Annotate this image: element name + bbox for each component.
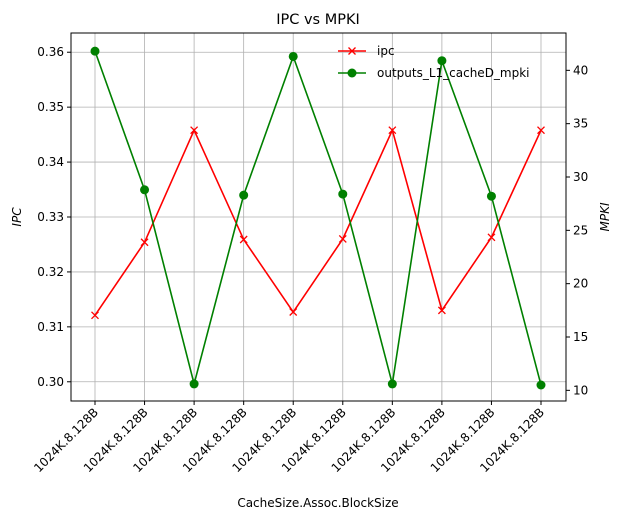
right-axis: 10 15 20 25 30 35 40	[566, 63, 588, 397]
data-point	[437, 56, 447, 66]
right-tick-label: 40	[573, 63, 588, 77]
left-tick-label: 0.34	[37, 155, 64, 169]
data-point	[388, 126, 397, 135]
grid	[71, 33, 566, 401]
series-line	[94, 50, 542, 388]
x-axis-label: CacheSize.Assoc.BlockSize	[237, 496, 398, 510]
left-axis-label: IPC	[10, 207, 24, 227]
right-tick-label: 25	[573, 223, 588, 237]
legend-label: outputs_L1_cacheD_mpki	[377, 66, 530, 80]
chart-title: IPC vs MPKI	[276, 12, 360, 28]
right-tick-label: 10	[573, 383, 588, 397]
right-tick-label: 30	[573, 170, 588, 184]
data-point	[487, 233, 496, 242]
data-point	[91, 311, 99, 320]
data-point	[140, 185, 150, 195]
left-tick-label: 0.30	[37, 375, 64, 389]
data-point	[140, 238, 149, 247]
legend-marker	[347, 68, 357, 78]
right-axis-label: MPKI	[598, 202, 612, 231]
data-point	[239, 190, 249, 200]
data-point	[536, 380, 546, 390]
legend-item-outputs_L1_cacheD_mpki: outputs_L1_cacheD_mpki	[338, 66, 530, 80]
right-tick-label: 20	[573, 277, 588, 291]
left-tick-label: 0.32	[37, 265, 64, 279]
legend-marker	[348, 47, 356, 55]
left-tick-label: 0.35	[37, 100, 64, 114]
left-axis: 0.30 0.31 0.32 0.33 0.34 0.35 0.36	[37, 45, 71, 389]
data-point	[537, 126, 545, 135]
data-point	[387, 379, 397, 389]
series-line	[94, 127, 542, 316]
legend: ipc outputs_L1_cacheD_mpki	[338, 44, 530, 80]
legend-label: ipc	[377, 44, 395, 58]
data-point	[437, 306, 446, 315]
data-point	[289, 308, 298, 316]
data-point	[338, 189, 348, 199]
series-ipc	[91, 126, 545, 320]
right-tick-label: 15	[573, 330, 588, 344]
data-point	[189, 379, 199, 389]
left-tick-label: 0.33	[37, 210, 64, 224]
data-point	[190, 126, 199, 135]
data-point	[90, 46, 100, 56]
left-tick-label: 0.36	[37, 45, 64, 59]
left-tick-label: 0.31	[37, 320, 64, 334]
right-tick-label: 35	[573, 117, 588, 131]
data-point	[288, 51, 298, 61]
series-layer	[90, 46, 546, 390]
data-point	[486, 191, 496, 201]
data-point	[338, 235, 347, 243]
legend-item-ipc: ipc	[338, 44, 395, 58]
series-outputs_L1_cacheD_mpki	[90, 46, 546, 390]
data-point	[239, 235, 248, 244]
x-axis: 1024K.8.128B1024K.8.128B1024K.8.128B1024…	[31, 401, 547, 475]
